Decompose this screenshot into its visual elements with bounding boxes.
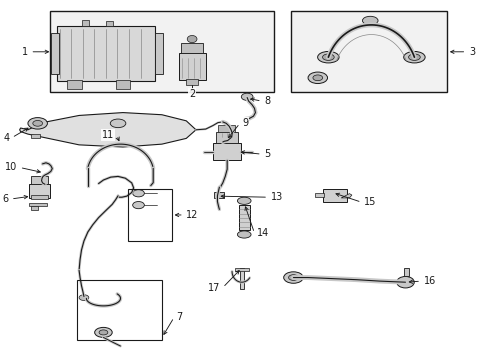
Text: 2: 2 [188,89,195,99]
Bar [57,26,154,81]
Bar [31,176,48,184]
Ellipse shape [110,119,125,128]
Polygon shape [31,206,38,211]
Text: 17: 17 [207,283,220,293]
Bar [115,80,130,89]
Text: 3: 3 [468,47,474,57]
Text: 8: 8 [264,96,270,106]
Ellipse shape [99,330,108,335]
Ellipse shape [95,327,112,337]
Text: 7: 7 [176,312,183,322]
Text: 16: 16 [423,276,435,286]
Text: 12: 12 [186,210,198,220]
Ellipse shape [408,54,419,60]
Bar [238,205,249,230]
Text: 5: 5 [264,149,270,159]
Ellipse shape [237,231,250,238]
Bar [181,42,203,53]
Ellipse shape [237,197,250,204]
Text: 15: 15 [364,197,376,207]
Bar [403,267,408,276]
Ellipse shape [33,121,42,126]
Text: 13: 13 [270,192,282,202]
Polygon shape [341,194,351,198]
Text: 9: 9 [242,118,248,128]
Ellipse shape [28,118,47,129]
Bar [154,33,163,74]
Bar [213,143,241,160]
Ellipse shape [362,16,377,25]
Bar [29,184,50,198]
Ellipse shape [283,272,303,283]
Text: 14: 14 [256,228,268,238]
Text: 4: 4 [3,133,9,143]
Bar [218,125,235,132]
Ellipse shape [307,72,327,84]
Polygon shape [31,134,40,138]
Bar [127,189,171,241]
Bar [315,193,324,197]
Bar [186,78,198,85]
Bar [179,53,205,80]
Bar [106,22,113,26]
Bar [31,195,48,199]
Bar [213,192,224,198]
Bar [322,189,346,202]
Ellipse shape [396,276,413,288]
Text: 11: 11 [102,130,114,140]
Bar [77,280,162,339]
Bar [239,268,243,289]
Ellipse shape [288,275,298,280]
Bar [51,33,59,74]
Ellipse shape [312,75,322,81]
Bar [235,268,248,271]
Ellipse shape [79,295,89,301]
Text: 6: 6 [2,194,8,204]
Bar [50,12,273,92]
Bar [216,132,238,143]
Ellipse shape [317,51,338,63]
Ellipse shape [187,36,197,42]
Text: 1: 1 [22,47,28,57]
Ellipse shape [132,190,144,197]
Bar [81,21,89,26]
Polygon shape [29,203,47,206]
Polygon shape [20,113,196,147]
Bar [290,12,446,92]
Ellipse shape [403,51,424,63]
Bar [67,80,81,89]
Ellipse shape [322,54,333,60]
Text: 10: 10 [5,162,17,172]
Ellipse shape [241,93,252,100]
Ellipse shape [132,202,144,209]
